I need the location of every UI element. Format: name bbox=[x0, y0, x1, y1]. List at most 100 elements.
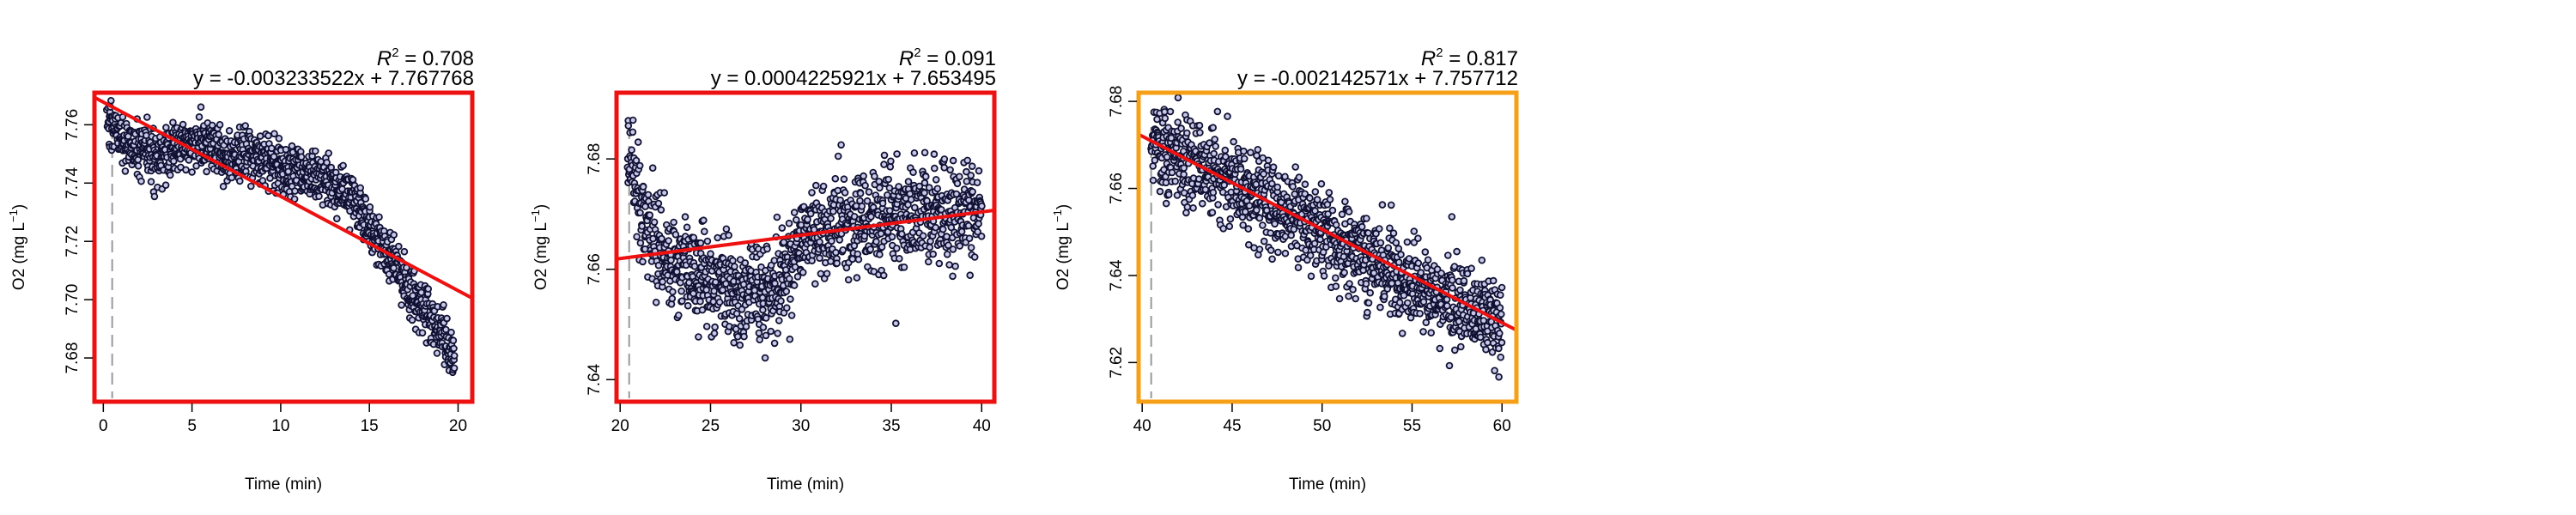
data-point bbox=[930, 150, 939, 158]
data-point bbox=[1230, 137, 1237, 146]
data-point bbox=[644, 191, 653, 199]
data-point bbox=[696, 297, 704, 306]
data-point bbox=[690, 289, 697, 298]
data-point bbox=[1195, 121, 1204, 130]
data-point bbox=[1209, 124, 1217, 132]
data-point bbox=[759, 324, 768, 331]
data-point bbox=[1376, 303, 1384, 312]
data-point bbox=[841, 189, 849, 197]
data-point bbox=[858, 203, 866, 210]
data-point bbox=[1378, 201, 1387, 209]
data-point bbox=[1153, 115, 1161, 124]
data-point bbox=[775, 317, 783, 324]
data-point bbox=[1497, 291, 1504, 300]
data-point bbox=[1183, 129, 1191, 137]
y-tick-label: 7.68 bbox=[1108, 86, 1126, 118]
data-point bbox=[323, 159, 331, 167]
data-point bbox=[356, 184, 365, 192]
data-point bbox=[1404, 299, 1412, 307]
data-point bbox=[1445, 361, 1454, 370]
x-tick-label: 15 bbox=[361, 417, 379, 435]
data-point bbox=[639, 258, 647, 266]
data-point bbox=[275, 135, 283, 142]
data-point bbox=[291, 187, 299, 195]
data-point bbox=[161, 181, 170, 190]
data-point bbox=[700, 227, 708, 236]
data-point bbox=[1457, 342, 1465, 351]
data-point bbox=[1497, 353, 1504, 361]
data-point bbox=[208, 121, 216, 130]
data-point bbox=[241, 122, 250, 130]
data-point bbox=[739, 281, 748, 288]
data-point bbox=[839, 245, 847, 254]
r-squared-annotation: R2 = 0.708 bbox=[377, 45, 474, 70]
data-point bbox=[1376, 225, 1383, 233]
data-point bbox=[669, 288, 677, 296]
data-point bbox=[699, 216, 708, 225]
data-point bbox=[1306, 194, 1314, 203]
data-point bbox=[1295, 173, 1303, 181]
data-point bbox=[698, 306, 707, 314]
data-point bbox=[683, 223, 691, 232]
data-point bbox=[1467, 264, 1475, 273]
data-point bbox=[967, 172, 975, 179]
data-point bbox=[1498, 310, 1505, 318]
data-point bbox=[715, 298, 724, 306]
data-point bbox=[629, 116, 637, 124]
data-point bbox=[844, 276, 853, 284]
data-point bbox=[648, 164, 657, 173]
chart-panel-3: 7.62 7.64 7.66 7.68 40 45 50 55 60 Time (min) O… bbox=[1051, 45, 1519, 494]
data-point bbox=[893, 244, 901, 252]
data-point bbox=[670, 218, 677, 227]
data-point bbox=[665, 237, 672, 245]
data-point bbox=[654, 261, 663, 270]
data-point bbox=[1287, 231, 1295, 239]
data-point bbox=[1345, 208, 1353, 215]
data-point bbox=[685, 278, 693, 287]
x-tick-label: 25 bbox=[702, 417, 720, 435]
data-point bbox=[681, 213, 690, 221]
data-point bbox=[778, 224, 787, 232]
data-point bbox=[1403, 238, 1412, 246]
data-point bbox=[1310, 239, 1319, 248]
data-point bbox=[1260, 237, 1268, 245]
data-point bbox=[1274, 172, 1283, 180]
data-point bbox=[926, 243, 933, 251]
data-point bbox=[624, 122, 633, 130]
data-point bbox=[761, 354, 769, 362]
data-point bbox=[1182, 209, 1190, 217]
data-point bbox=[1496, 330, 1504, 337]
data-point bbox=[1291, 163, 1299, 171]
data-point bbox=[1387, 201, 1395, 209]
data-point bbox=[1476, 333, 1485, 342]
data-point bbox=[893, 150, 901, 158]
data-point bbox=[853, 274, 861, 282]
data-point bbox=[1240, 147, 1248, 155]
data-point bbox=[969, 188, 976, 196]
data-point bbox=[1410, 227, 1419, 235]
data-point bbox=[297, 153, 306, 161]
data-point bbox=[1495, 373, 1503, 381]
data-point bbox=[400, 247, 409, 256]
data-point bbox=[1156, 187, 1164, 196]
data-point bbox=[1245, 202, 1254, 210]
data-point bbox=[1496, 304, 1504, 312]
data-point bbox=[892, 319, 900, 328]
data-point bbox=[1171, 177, 1179, 185]
data-point bbox=[967, 244, 975, 251]
data-point bbox=[906, 190, 914, 198]
data-point bbox=[215, 130, 223, 139]
data-point bbox=[896, 254, 903, 263]
y-axis-label: O2 (mg L−1) bbox=[1051, 204, 1072, 290]
data-point bbox=[931, 164, 939, 173]
data-point bbox=[767, 327, 775, 336]
data-point bbox=[633, 233, 641, 241]
data-point bbox=[169, 118, 177, 127]
data-point bbox=[1236, 165, 1245, 173]
data-point bbox=[964, 221, 973, 230]
data-point bbox=[763, 245, 771, 253]
data-point bbox=[856, 190, 865, 197]
data-point bbox=[920, 189, 928, 197]
data-point bbox=[1224, 112, 1231, 120]
